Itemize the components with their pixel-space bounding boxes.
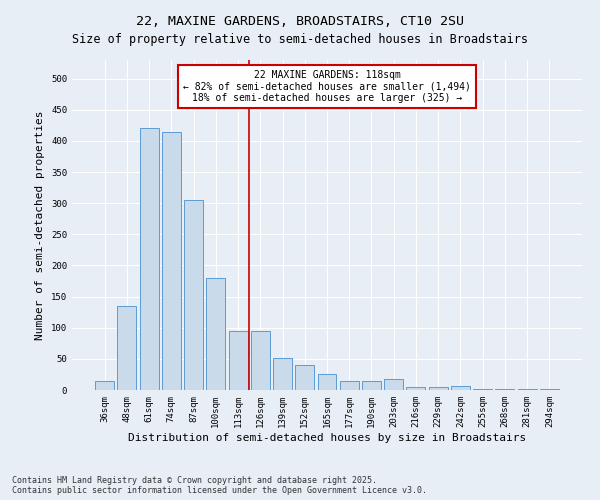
Text: Contains HM Land Registry data © Crown copyright and database right 2025.
Contai: Contains HM Land Registry data © Crown c…	[12, 476, 427, 495]
Bar	[229, 331, 248, 390]
Bar	[162, 132, 181, 390]
Text: 22 MAXINE GARDENS: 118sqm
← 82% of semi-detached houses are smaller (1,494)
18% : 22 MAXINE GARDENS: 118sqm ← 82% of semi-…	[183, 70, 471, 103]
Text: Size of property relative to semi-detached houses in Broadstairs: Size of property relative to semi-detach…	[72, 32, 528, 46]
Y-axis label: Number of semi-detached properties: Number of semi-detached properties	[35, 110, 46, 340]
Bar	[496, 389, 514, 390]
Bar	[429, 387, 448, 390]
Bar	[518, 389, 536, 390]
Bar	[273, 358, 292, 390]
Text: 22, MAXINE GARDENS, BROADSTAIRS, CT10 2SU: 22, MAXINE GARDENS, BROADSTAIRS, CT10 2S…	[136, 15, 464, 28]
Bar	[406, 387, 425, 390]
Bar	[451, 386, 470, 390]
Bar	[473, 389, 492, 390]
Bar	[317, 374, 337, 390]
Bar	[184, 200, 203, 390]
Bar	[118, 306, 136, 390]
X-axis label: Distribution of semi-detached houses by size in Broadstairs: Distribution of semi-detached houses by …	[128, 432, 526, 442]
Bar	[206, 278, 225, 390]
Bar	[540, 389, 559, 390]
Bar	[95, 380, 114, 390]
Bar	[295, 365, 314, 390]
Bar	[362, 380, 381, 390]
Bar	[140, 128, 158, 390]
Bar	[340, 380, 359, 390]
Bar	[384, 379, 403, 390]
Bar	[251, 331, 270, 390]
